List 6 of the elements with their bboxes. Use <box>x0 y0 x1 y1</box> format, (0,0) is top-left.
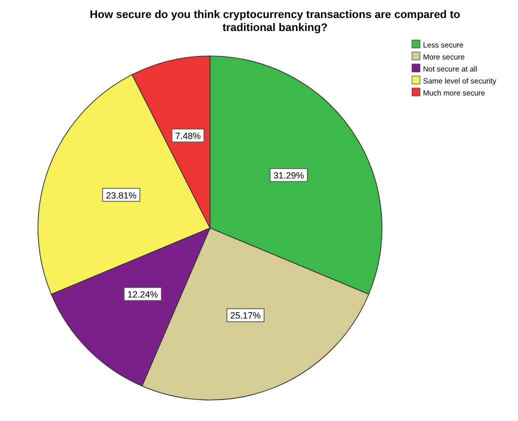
data-label: 7.48% <box>175 131 201 141</box>
chart-title: How secure do you think cryptocurrency transactions are compared to traditional banking? <box>90 9 460 34</box>
data-label: 25.17% <box>230 310 261 321</box>
data-label: 31.29% <box>273 170 304 181</box>
data-label: 12.24% <box>127 290 158 300</box>
data-label: 23.81% <box>106 190 136 200</box>
